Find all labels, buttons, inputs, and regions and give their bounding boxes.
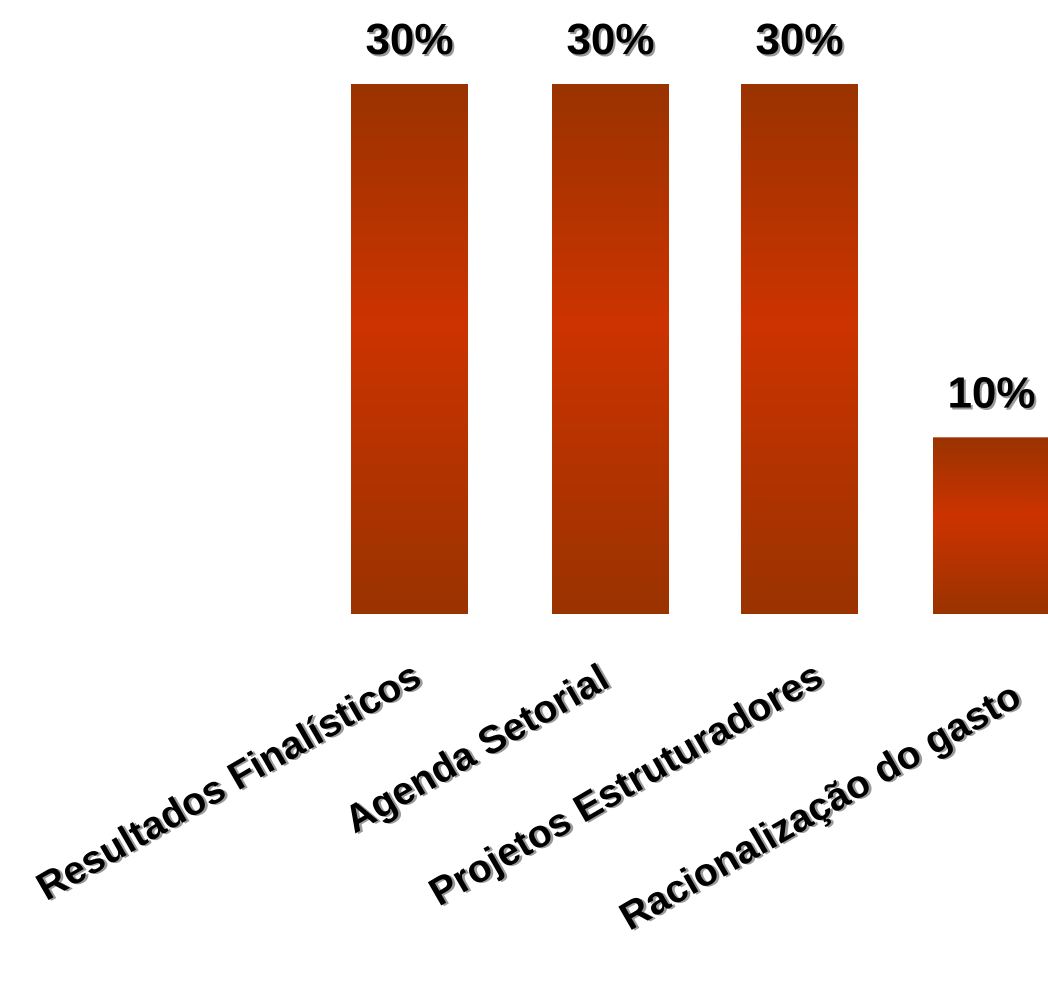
value-label-2: 30% [566, 15, 654, 64]
value-labels: 30%30% 30%30% 30%30%10%10% [365, 15, 1037, 419]
value-label-shadow-1: 30% [367, 17, 455, 66]
value-label-1: 30% [365, 15, 453, 64]
category-label-1: Resultados Finalísticos [29, 654, 428, 909]
bar-1 [351, 84, 468, 614]
value-label-shadow-4: 10% [949, 370, 1037, 419]
bar-4 [933, 437, 1048, 614]
value-label-shadow-3: 30% [757, 17, 845, 66]
bar-3 [741, 84, 858, 614]
value-label-shadow-2: 30% [568, 17, 656, 66]
category-label-3: Projetos Estruturadores [422, 654, 830, 914]
bars [351, 84, 1048, 614]
value-label-4: 10% [947, 368, 1035, 417]
category-label-4: Racionalização do gasto [612, 674, 1028, 939]
value-label-3: 30% [755, 15, 843, 64]
bar-2 [552, 84, 669, 614]
